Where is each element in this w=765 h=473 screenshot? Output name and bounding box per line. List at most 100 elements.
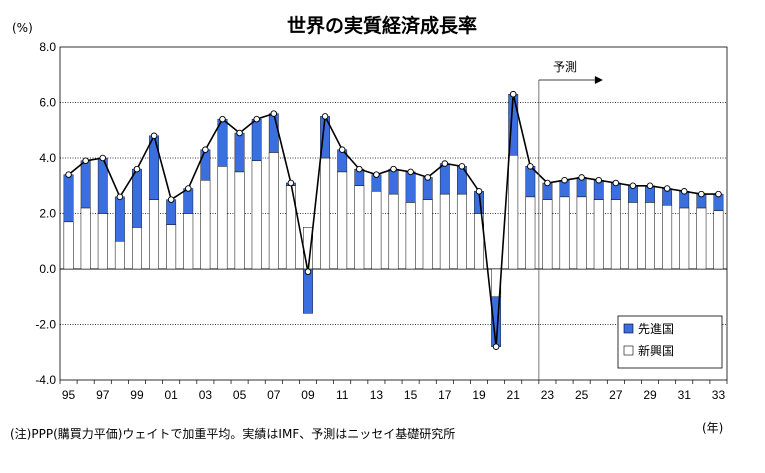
x-tick-label: 27 — [609, 388, 623, 402]
x-tick-label: 01 — [164, 388, 178, 402]
x-tick-label: 11 — [336, 388, 349, 402]
bar-emerging — [200, 179, 211, 270]
total-growth-point — [424, 174, 431, 181]
x-tick-label: 15 — [404, 388, 418, 402]
x-tick-label: 29 — [643, 388, 657, 402]
total-growth-point — [356, 165, 363, 173]
bar-emerging — [371, 191, 382, 270]
total-growth-point — [458, 163, 466, 170]
x-tick-label: 97 — [96, 388, 110, 402]
bar-emerging — [439, 193, 450, 270]
bar-advanced — [303, 268, 313, 314]
total-growth-point — [99, 154, 107, 162]
total-growth-point — [441, 160, 449, 167]
bar-emerging — [337, 171, 348, 270]
x-tick-label: 31 — [678, 388, 692, 402]
y-axis-ticks: 8.0 6.0 4.0 2.0 0.0 -2.0 -4.0 — [35, 40, 56, 387]
total-growth-point — [698, 190, 705, 198]
total-growth-point — [133, 165, 141, 173]
bar-emerging — [645, 202, 655, 270]
bar-advanced — [200, 149, 211, 181]
total-growth-point — [612, 179, 620, 187]
bar-advanced — [132, 168, 142, 228]
x-tick-label: 09 — [301, 388, 315, 402]
total-growth-point — [321, 113, 329, 120]
legend-box — [617, 315, 723, 369]
bar-advanced — [183, 188, 194, 214]
bar-series-group — [63, 93, 724, 347]
total-growth-point — [167, 196, 175, 203]
bar-advanced — [234, 132, 245, 173]
total-growth-point — [595, 176, 602, 184]
x-axis-unit-label: (年) — [702, 421, 723, 435]
total-growth-point — [253, 115, 260, 123]
chart-title: 世界の実質経済成長率 — [287, 14, 477, 37]
bar-emerging — [405, 202, 416, 270]
x-tick-label: 99 — [130, 388, 144, 402]
bar-emerging — [149, 199, 160, 270]
legend-label-advanced: 先進国 — [638, 322, 674, 336]
forecast-label: 予測 — [553, 60, 577, 74]
bar-advanced — [439, 163, 450, 195]
total-growth-point — [287, 179, 295, 187]
bar-emerging — [422, 199, 433, 270]
bar-advanced — [525, 166, 536, 198]
total-growth-point — [663, 185, 671, 192]
bar-advanced — [251, 118, 262, 161]
x-tick-label: 21 — [507, 388, 521, 402]
y-tick-label: 0.0 — [39, 262, 56, 276]
total-growth-point — [407, 168, 414, 176]
bar-advanced — [63, 174, 74, 223]
bar-emerging — [80, 207, 91, 270]
total-growth-point — [646, 182, 654, 189]
total-growth-point — [509, 90, 517, 98]
bar-advanced — [405, 171, 416, 203]
bar-emerging — [542, 199, 553, 270]
y-tick-label: -4.0 — [35, 373, 56, 387]
bar-emerging — [114, 241, 125, 270]
x-tick-label: 33 — [712, 388, 726, 402]
source-note: (注)PPP(購買力平価)ウェイトで加重平均。実績はIMF、予測はニッセイ基礎研… — [10, 426, 455, 441]
bar-emerging — [456, 193, 467, 270]
y-tick-label: 8.0 — [39, 40, 56, 54]
total-growth-point — [82, 157, 89, 165]
total-growth-point — [150, 132, 158, 140]
total-growth-point — [561, 176, 568, 184]
total-growth-point — [219, 115, 226, 123]
bar-emerging — [627, 202, 638, 270]
total-growth-point — [270, 110, 278, 117]
total-growth-point — [65, 171, 72, 178]
forecast-arrow-head — [594, 76, 603, 84]
x-tick-label: 25 — [575, 388, 589, 402]
legend-swatch-emerging — [623, 345, 634, 356]
bar-emerging — [508, 154, 519, 270]
total-growth-line-group — [65, 90, 722, 350]
bar-advanced — [166, 199, 177, 225]
y-axis-unit-label: (%) — [12, 21, 33, 35]
bar-emerging — [97, 213, 108, 270]
legend-label-emerging: 新興国 — [638, 343, 674, 358]
bar-emerging — [63, 221, 74, 270]
total-growth-point — [475, 188, 483, 195]
forecast-marker: 予測 — [538, 60, 603, 380]
total-growth-point — [492, 343, 500, 350]
bar-advanced — [388, 168, 399, 195]
bar-emerging — [320, 157, 331, 270]
total-growth-point — [578, 174, 585, 181]
total-growth-point — [116, 193, 124, 201]
x-axis-ticks: 95 97 99 01 03 05 07 09 11 13 15 17 19 21 23 25 27 29 31 33 — [59, 380, 728, 402]
legend: 先進国 新興国 — [617, 315, 723, 369]
y-tick-label: 6.0 — [39, 96, 56, 110]
bar-emerging — [183, 213, 194, 270]
bar-emerging — [388, 193, 399, 270]
bar-emerging — [713, 210, 724, 270]
bar-emerging — [576, 196, 587, 270]
y-tick-label: 2.0 — [39, 207, 56, 221]
bar-emerging — [354, 185, 365, 270]
total-growth-point — [185, 185, 192, 192]
total-growth-point — [390, 165, 397, 173]
bar-emerging — [132, 227, 142, 270]
bar-emerging — [559, 196, 570, 270]
bar-emerging — [217, 166, 228, 270]
